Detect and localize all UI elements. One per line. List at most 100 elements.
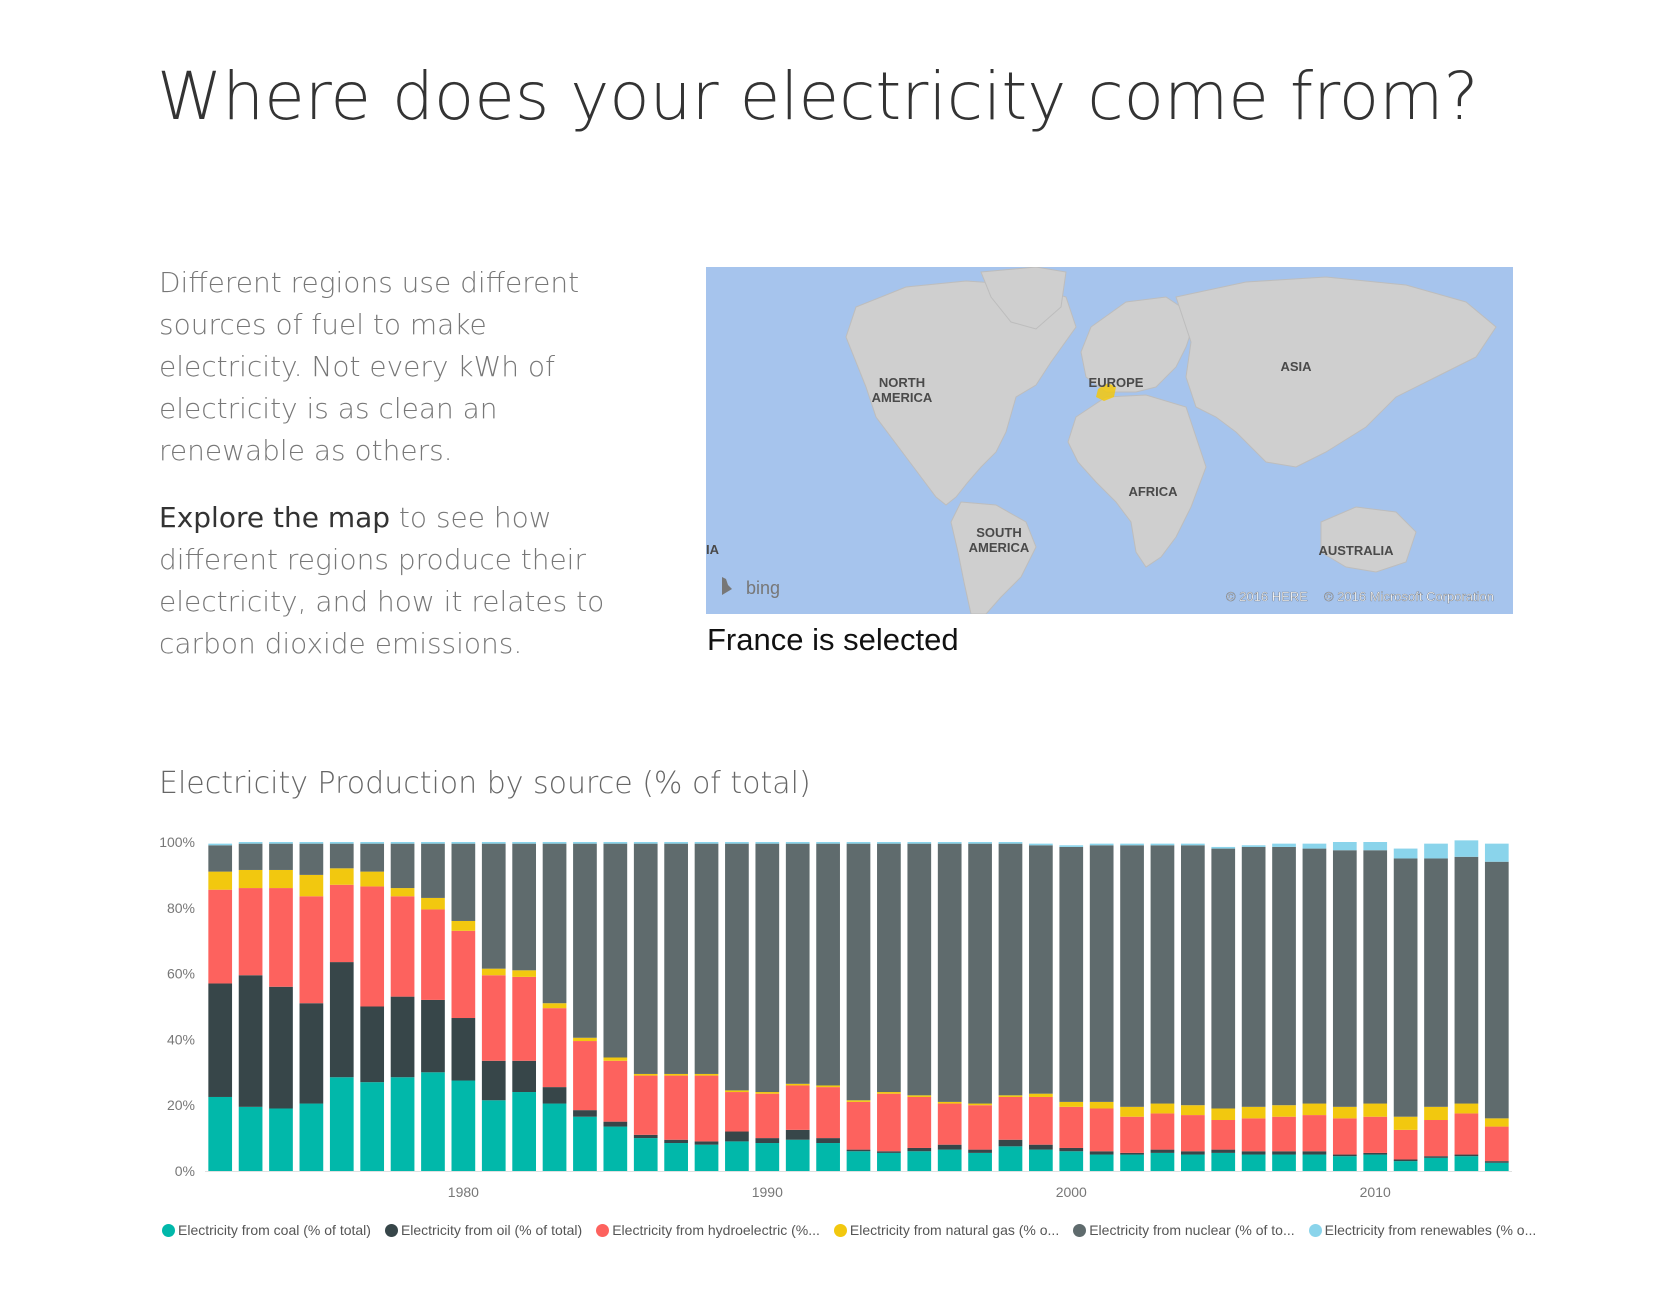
bar-segment[interactable]: [907, 843, 932, 1096]
bar-segment[interactable]: [1029, 1096, 1053, 1145]
bar-segment[interactable]: [968, 843, 992, 1104]
bar-segment[interactable]: [633, 1134, 658, 1139]
greenland-landmass[interactable]: [980, 267, 1067, 330]
bar-segment[interactable]: [816, 1138, 840, 1144]
legend-item[interactable]: Electricity from natural gas (% o...: [833, 1218, 1059, 1242]
bar-segment[interactable]: [512, 1092, 537, 1171]
bar-segment[interactable]: [1089, 843, 1114, 846]
bar-segment[interactable]: [877, 1151, 901, 1153]
bar-segment[interactable]: [1089, 1151, 1114, 1155]
bar-segment[interactable]: [329, 884, 354, 963]
bar-segment[interactable]: [360, 842, 385, 844]
bar-segment[interactable]: [725, 1141, 749, 1171]
bar-segment[interactable]: [360, 886, 385, 1007]
bar-segment[interactable]: [1363, 850, 1388, 1104]
bar-segment[interactable]: [1424, 858, 1448, 1107]
bar-segment[interactable]: [390, 843, 415, 889]
bar-segment[interactable]: [1150, 843, 1175, 846]
bar-segment[interactable]: [1424, 1157, 1448, 1171]
bar-segment[interactable]: [573, 1116, 597, 1171]
france-selected[interactable]: [1096, 383, 1116, 401]
bar-segment[interactable]: [633, 1138, 658, 1171]
bar-segment[interactable]: [1393, 848, 1418, 859]
bar-segment[interactable]: [846, 842, 871, 844]
bar-segment[interactable]: [512, 970, 537, 977]
bar-segment[interactable]: [968, 1149, 992, 1153]
bar-segment[interactable]: [1393, 1129, 1418, 1160]
bar-segment[interactable]: [1241, 1118, 1266, 1152]
bar-segment[interactable]: [1272, 846, 1296, 1106]
bar-segment[interactable]: [1059, 1147, 1084, 1152]
bar-segment[interactable]: [329, 868, 354, 885]
bar-segment[interactable]: [755, 843, 780, 1093]
bar-segment[interactable]: [1272, 1154, 1296, 1171]
bar-segment[interactable]: [846, 1101, 871, 1150]
bar-segment[interactable]: [937, 843, 962, 1102]
bar-segment[interactable]: [633, 1073, 658, 1076]
bar-segment[interactable]: [1059, 1106, 1084, 1148]
bar-segment[interactable]: [451, 1018, 476, 1081]
bar-segment[interactable]: [664, 843, 688, 1074]
bar-segment[interactable]: [998, 842, 1023, 844]
bar-segment[interactable]: [208, 983, 233, 1097]
bar-segment[interactable]: [694, 843, 719, 1074]
bar-segment[interactable]: [481, 975, 506, 1061]
bar-segment[interactable]: [907, 1096, 932, 1148]
bar-segment[interactable]: [1272, 1116, 1296, 1152]
bar-segment[interactable]: [1393, 858, 1418, 1117]
bar-segment[interactable]: [785, 1085, 810, 1130]
bar-segment[interactable]: [1120, 1152, 1144, 1155]
bar-segment[interactable]: [664, 842, 688, 844]
bar-segment[interactable]: [208, 1096, 233, 1171]
bar-segment[interactable]: [755, 1092, 780, 1094]
bar-segment[interactable]: [1302, 1151, 1327, 1155]
bar-segment[interactable]: [1484, 1162, 1509, 1171]
bar-segment[interactable]: [694, 1073, 719, 1076]
bar-segment[interactable]: [1059, 845, 1084, 847]
bar-segment[interactable]: [1029, 843, 1053, 846]
bar-segment[interactable]: [299, 874, 324, 897]
bar-segment[interactable]: [1241, 1154, 1266, 1171]
bar-segment[interactable]: [512, 976, 537, 1061]
bar-segment[interactable]: [877, 1152, 901, 1171]
bar-segment[interactable]: [421, 1072, 445, 1171]
bar-segment[interactable]: [512, 842, 537, 844]
bar-segment[interactable]: [603, 1057, 628, 1061]
bar-segment[interactable]: [1302, 1103, 1327, 1116]
bar-segment[interactable]: [1272, 1151, 1296, 1155]
bar-segment[interactable]: [1302, 848, 1327, 1104]
bar-segment[interactable]: [816, 1085, 840, 1088]
bar-segment[interactable]: [421, 842, 445, 844]
bar-segment[interactable]: [451, 930, 476, 1019]
bar-segment[interactable]: [1150, 845, 1175, 1104]
bar-segment[interactable]: [1180, 1154, 1205, 1171]
bar-segment[interactable]: [451, 843, 476, 921]
bar-segment[interactable]: [390, 888, 415, 897]
bar-segment[interactable]: [1150, 1113, 1175, 1150]
bar-segment[interactable]: [725, 1131, 749, 1142]
bar-segment[interactable]: [998, 843, 1023, 1096]
bar-segment[interactable]: [603, 1060, 628, 1122]
world-map-svg[interactable]: NORTH AMERICA EUROPE ASIA AFRICA SOUTH A…: [706, 267, 1513, 614]
bar-segment[interactable]: [1363, 1154, 1388, 1171]
south-america-landmass[interactable]: [950, 501, 1037, 614]
bar-segment[interactable]: [998, 1095, 1023, 1097]
legend-item[interactable]: Electricity from hydroelectric (%...: [596, 1218, 820, 1242]
bar-segment[interactable]: [1180, 1151, 1205, 1155]
bar-segment[interactable]: [421, 909, 445, 1000]
bar-segment[interactable]: [968, 1152, 992, 1171]
bar-segment[interactable]: [329, 842, 354, 844]
bar-segment[interactable]: [1059, 846, 1084, 1102]
bar-segment[interactable]: [664, 1139, 688, 1144]
bar-segment[interactable]: [1302, 1154, 1327, 1171]
bar-segment[interactable]: [725, 842, 749, 844]
bar-segment[interactable]: [633, 842, 658, 844]
bar-segment[interactable]: [603, 842, 628, 844]
bar-segment[interactable]: [937, 842, 962, 844]
bar-segment[interactable]: [573, 1037, 597, 1042]
bar-segment[interactable]: [877, 842, 901, 844]
bar-segment[interactable]: [937, 1149, 962, 1171]
bar-segment[interactable]: [664, 1073, 688, 1076]
bar-segment[interactable]: [725, 843, 749, 1091]
bar-segment[interactable]: [390, 1077, 415, 1171]
